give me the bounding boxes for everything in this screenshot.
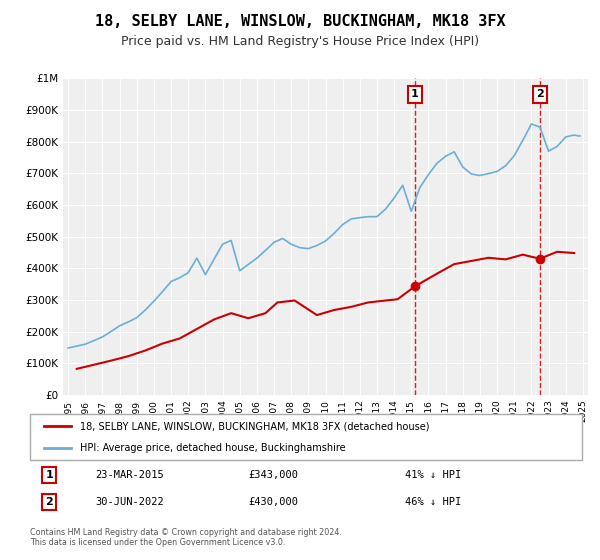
Text: 1: 1 xyxy=(46,470,53,480)
Text: 2: 2 xyxy=(536,90,544,100)
Text: Contains HM Land Registry data © Crown copyright and database right 2024.
This d: Contains HM Land Registry data © Crown c… xyxy=(30,528,342,547)
Text: 46% ↓ HPI: 46% ↓ HPI xyxy=(406,497,461,507)
Text: Price paid vs. HM Land Registry's House Price Index (HPI): Price paid vs. HM Land Registry's House … xyxy=(121,35,479,48)
Text: HPI: Average price, detached house, Buckinghamshire: HPI: Average price, detached house, Buck… xyxy=(80,444,346,454)
Text: 41% ↓ HPI: 41% ↓ HPI xyxy=(406,470,461,480)
Text: 23-MAR-2015: 23-MAR-2015 xyxy=(95,470,164,480)
Text: 18, SELBY LANE, WINSLOW, BUCKINGHAM, MK18 3FX: 18, SELBY LANE, WINSLOW, BUCKINGHAM, MK1… xyxy=(95,14,505,29)
Text: 18, SELBY LANE, WINSLOW, BUCKINGHAM, MK18 3FX (detached house): 18, SELBY LANE, WINSLOW, BUCKINGHAM, MK1… xyxy=(80,421,429,431)
Text: £430,000: £430,000 xyxy=(248,497,298,507)
Text: £343,000: £343,000 xyxy=(248,470,298,480)
Text: 30-JUN-2022: 30-JUN-2022 xyxy=(95,497,164,507)
Text: 1: 1 xyxy=(411,90,419,100)
Text: 2: 2 xyxy=(46,497,53,507)
